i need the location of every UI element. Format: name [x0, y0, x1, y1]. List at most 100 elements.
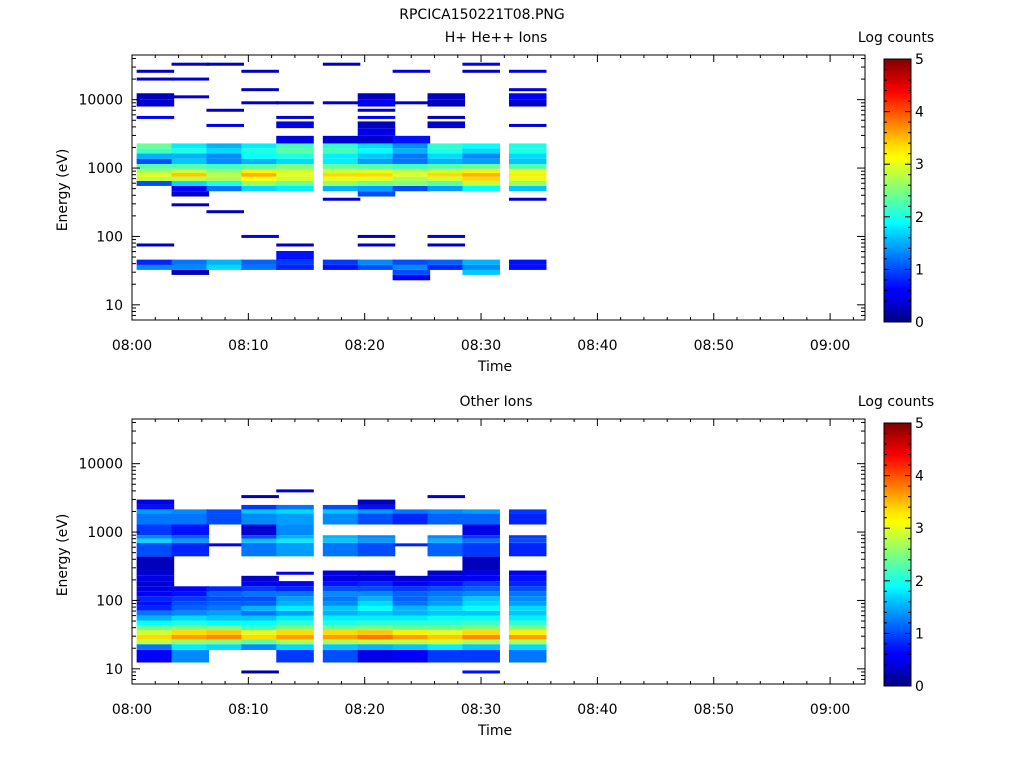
heatmap-cell — [241, 535, 279, 539]
heatmap-cell — [357, 259, 396, 265]
heatmap-cell — [427, 148, 466, 154]
heatmap-cell — [508, 535, 547, 539]
heatmap-cell — [136, 634, 175, 640]
heatmap-cell — [136, 575, 175, 582]
heatmap-cell — [357, 128, 396, 136]
heatmap-cells — [136, 62, 547, 281]
heatmap-cell — [322, 185, 361, 192]
heatmap-cell — [171, 143, 210, 149]
heatmap-cell — [427, 153, 466, 159]
heatmap-cell — [136, 538, 175, 543]
heatmap-cell — [171, 630, 210, 635]
heatmap-cell — [241, 630, 279, 635]
heatmap-cell — [136, 158, 175, 165]
heatmap-cell — [462, 639, 500, 645]
heatmap-cell — [206, 586, 244, 592]
heatmap-cell — [392, 639, 431, 645]
heatmap-cell — [276, 259, 314, 265]
heatmap-cell — [171, 62, 210, 66]
heatmap-cell — [462, 620, 500, 626]
heatmap-cell — [357, 630, 396, 635]
heatmap-cell — [322, 164, 361, 169]
heatmap-cell — [136, 164, 175, 169]
heatmap-cell — [136, 504, 175, 510]
heatmap-cell — [206, 164, 244, 169]
heatmap-cell — [508, 630, 547, 635]
colorbar-label: Log counts — [858, 394, 934, 410]
heatmap-cell — [357, 538, 396, 543]
heatmap-cell — [206, 543, 244, 547]
heatmap-cell — [392, 176, 431, 181]
heatmap-cell — [276, 148, 314, 154]
heatmap-cell — [206, 591, 244, 597]
heatmap-cell — [136, 176, 175, 181]
heatmap-cell — [322, 535, 361, 539]
heatmap-cell — [241, 495, 279, 499]
heatmap-cell — [171, 601, 210, 606]
heatmap-cell — [392, 153, 431, 159]
heatmap-cell — [392, 596, 431, 602]
y-tick-label: 100 — [96, 593, 123, 609]
heatmap-cell — [241, 158, 279, 165]
heatmap-cell — [206, 509, 244, 514]
heatmap-cell — [508, 634, 547, 640]
heatmap-cell — [136, 509, 175, 514]
heatmap-cell — [322, 649, 361, 663]
heatmap-cell — [276, 251, 314, 260]
heatmap-cell — [357, 586, 396, 592]
heatmap-cell — [508, 153, 547, 159]
heatmap-cell — [276, 135, 314, 144]
heatmap-cell — [427, 164, 466, 169]
heatmap-cell — [427, 259, 466, 265]
heatmap-cell — [206, 180, 244, 186]
heatmap-cell — [241, 591, 279, 597]
heatmap-cell — [427, 570, 466, 576]
heatmap-cell — [276, 264, 314, 270]
heatmap-cell — [357, 535, 396, 539]
heatmap-cell — [276, 610, 314, 616]
heatmap-cell — [276, 504, 314, 510]
heatmap-cell — [136, 639, 175, 645]
heatmap-cell — [357, 158, 396, 165]
heatmap-cell — [427, 234, 466, 238]
heatmap-cell — [206, 185, 244, 192]
heatmap-cell — [462, 601, 500, 606]
heatmap-cell — [171, 634, 210, 640]
heatmap-cell — [171, 586, 210, 592]
heatmap-cell — [171, 168, 210, 173]
heatmap-cell — [136, 596, 175, 602]
heatmap-cell — [276, 615, 314, 621]
heatmap-cell — [241, 639, 279, 645]
heatmap-cell — [462, 625, 500, 631]
heatmap-cell — [322, 615, 361, 621]
heatmap-cell — [171, 524, 210, 536]
heatmap-cell — [276, 601, 314, 606]
heatmap-cell — [357, 153, 396, 159]
panel-other-ions: Other Ions Log counts Time Energy (eV) 0… — [55, 394, 934, 739]
heatmap-cell — [276, 571, 314, 575]
heatmap-cell — [322, 158, 361, 165]
colorbar-tick-label: 2 — [915, 210, 924, 226]
heatmap-cell — [357, 148, 396, 154]
heatmap-cell — [392, 581, 431, 587]
heatmap-cell — [276, 620, 314, 626]
heatmap-cell — [206, 172, 244, 177]
heatmap-cell — [136, 77, 175, 81]
heatmap-cell — [171, 264, 210, 270]
heatmap-cell — [171, 180, 210, 186]
heatmap-cell — [508, 625, 547, 631]
heatmap-cell — [206, 620, 244, 626]
heatmap-cell — [276, 121, 314, 129]
heatmap-cell — [322, 176, 361, 181]
heatmap-cell — [427, 121, 466, 129]
heatmap-cell — [427, 610, 466, 616]
heatmap-cell — [427, 634, 466, 640]
heatmap-cell — [427, 513, 466, 525]
heatmap-cell — [206, 168, 244, 173]
heatmap-cell — [427, 93, 466, 100]
heatmap-cell — [136, 625, 175, 631]
heatmap-cell — [241, 143, 279, 149]
heatmap-cell — [206, 62, 244, 66]
heatmap-cell — [322, 610, 361, 616]
colorbar-tick-label: 4 — [915, 469, 924, 485]
